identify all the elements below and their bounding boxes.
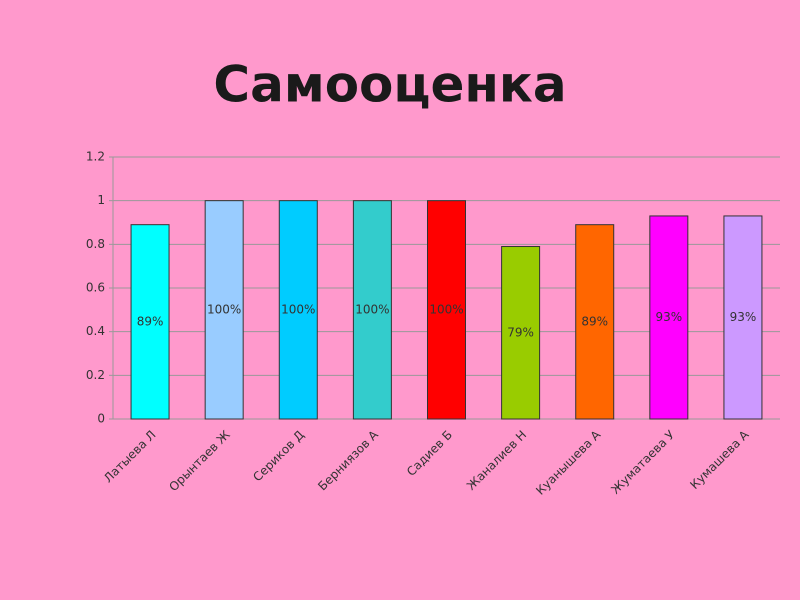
value-label: 89% [137, 314, 164, 328]
value-label: 100% [281, 302, 315, 316]
y-tick-label: 0.6 [86, 281, 105, 295]
value-label: 79% [507, 325, 534, 339]
bar [501, 246, 541, 420]
bar [575, 224, 615, 420]
y-tick-label: 0.8 [86, 237, 105, 251]
bar [278, 200, 318, 420]
value-label: 100% [355, 302, 389, 316]
bar [352, 200, 392, 420]
bar [723, 215, 763, 420]
value-label: 89% [581, 314, 608, 328]
bar [649, 215, 689, 420]
y-tick-label: 0.4 [86, 324, 105, 338]
bar [427, 200, 466, 420]
y-tick-label: 1 [97, 193, 105, 207]
value-label: 93% [655, 310, 682, 324]
bar [130, 224, 170, 420]
y-tick-label: 0 [97, 412, 105, 426]
bar [204, 200, 244, 420]
value-label: 93% [730, 310, 757, 324]
value-label: 100% [207, 302, 241, 316]
y-tick-label: 0.2 [86, 368, 105, 382]
y-tick-label: 1.2 [86, 150, 105, 164]
chart-title: Самооценка [213, 56, 566, 114]
value-label: 100% [429, 302, 463, 316]
